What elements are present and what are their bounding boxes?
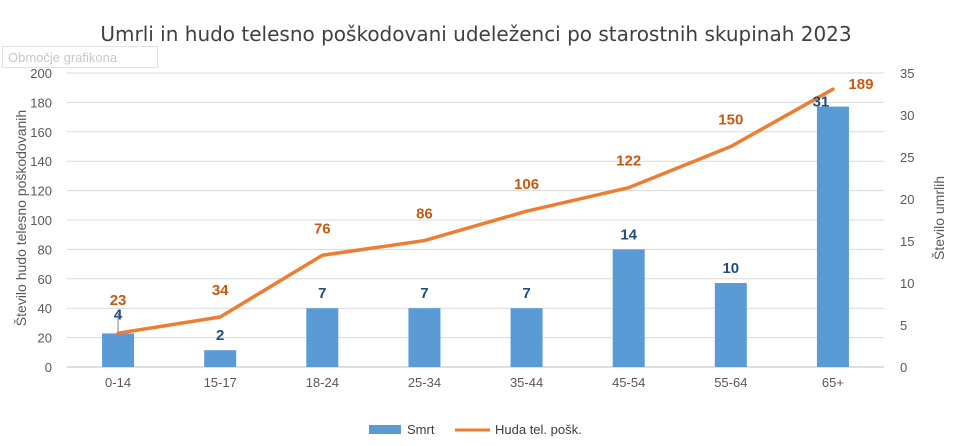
right-tick-label: 10 — [900, 276, 914, 291]
x-tick-label: 18-24 — [306, 375, 339, 390]
bar-data-label: 14 — [620, 226, 637, 243]
right-axis-ticks: 0 5 10 15 20 25 30 35 — [900, 66, 914, 375]
left-tick-label: 0 — [45, 360, 52, 375]
x-tick-label: 45-54 — [612, 375, 645, 390]
bar — [612, 249, 645, 367]
legend: Smrt Huda tel. pošk. — [369, 422, 582, 437]
line-data-label: 76 — [314, 220, 331, 237]
bar-data-label: 10 — [722, 260, 739, 277]
line-data-label: 189 — [848, 76, 873, 93]
x-tick-label: 25-34 — [408, 375, 441, 390]
line-data-label: 106 — [514, 176, 539, 193]
line-point — [320, 253, 324, 257]
left-tick-label: 40 — [38, 301, 52, 316]
bar — [306, 308, 339, 367]
left-tick-label: 100 — [30, 213, 52, 228]
y-axis-title-right: Število umrlih — [931, 176, 947, 260]
right-tick-label: 20 — [900, 192, 914, 207]
line-data-label: 34 — [212, 282, 229, 299]
bar-data-label: 7 — [318, 285, 326, 302]
left-tick-label: 20 — [38, 331, 52, 346]
x-tick-label: 35-44 — [510, 375, 543, 390]
line-data-label: 122 — [616, 153, 641, 170]
bar — [714, 283, 747, 367]
chart-area-tooltip: Območje grafikona — [2, 46, 158, 68]
left-tick-label: 80 — [38, 242, 52, 257]
legend-label-smrt: Smrt — [407, 422, 435, 437]
bar-series-smrt — [102, 106, 849, 367]
bar — [816, 106, 849, 367]
line-series-huda — [116, 87, 835, 335]
x-tick-label: 65+ — [822, 375, 844, 390]
left-axis-ticks: 0 20 40 60 80 100 120 140 160 180 200 — [30, 66, 52, 375]
x-axis-ticks: 0-14 15-17 18-24 25-34 35-44 45-54 55-64 65+ — [105, 375, 844, 390]
x-tick-label: 0-14 — [105, 375, 131, 390]
line-data-label: 23 — [110, 292, 127, 309]
left-tick-label: 160 — [30, 125, 52, 140]
bar — [408, 308, 441, 367]
bar — [204, 350, 237, 367]
bar — [102, 333, 135, 367]
line-data-labels: 23 34 76 86 106 122 150 189 — [110, 76, 873, 332]
bar-data-label: 7 — [420, 285, 428, 302]
right-tick-label: 25 — [900, 150, 914, 165]
legend-label-huda: Huda tel. pošk. — [495, 422, 582, 437]
bar-data-label: 2 — [216, 327, 224, 344]
line-point — [525, 209, 529, 213]
gridlines — [67, 72, 884, 368]
left-tick-label: 200 — [30, 66, 52, 81]
line-point — [218, 315, 222, 319]
line-point — [729, 145, 733, 148]
bar-data-label: 7 — [522, 285, 530, 302]
right-tick-label: 30 — [900, 108, 914, 123]
left-tick-label: 120 — [30, 184, 52, 199]
line-point — [422, 239, 426, 243]
line-data-label: 150 — [718, 112, 743, 129]
x-tick-label: 15-17 — [204, 375, 237, 390]
legend-swatch-bar — [369, 425, 401, 434]
line-point — [627, 186, 631, 190]
x-tick-label: 55-64 — [714, 375, 747, 390]
right-tick-label: 15 — [900, 234, 914, 249]
y-axis-title-left: Število hudo telesno poškodovanih — [13, 110, 29, 326]
line-point — [116, 331, 120, 335]
line-path — [116, 87, 835, 335]
left-tick-label: 140 — [30, 154, 52, 169]
left-tick-label: 180 — [30, 95, 52, 110]
line-point — [831, 87, 835, 91]
right-tick-label: 35 — [900, 66, 914, 81]
chart-title: Umrli in hudo telesno poškodovani udelež… — [100, 22, 851, 46]
line-data-label: 86 — [416, 206, 433, 223]
bar-data-label: 31 — [813, 94, 830, 111]
right-tick-label: 5 — [900, 318, 907, 333]
left-tick-label: 60 — [38, 272, 52, 287]
right-tick-label: 0 — [900, 360, 907, 375]
bar — [510, 308, 543, 367]
